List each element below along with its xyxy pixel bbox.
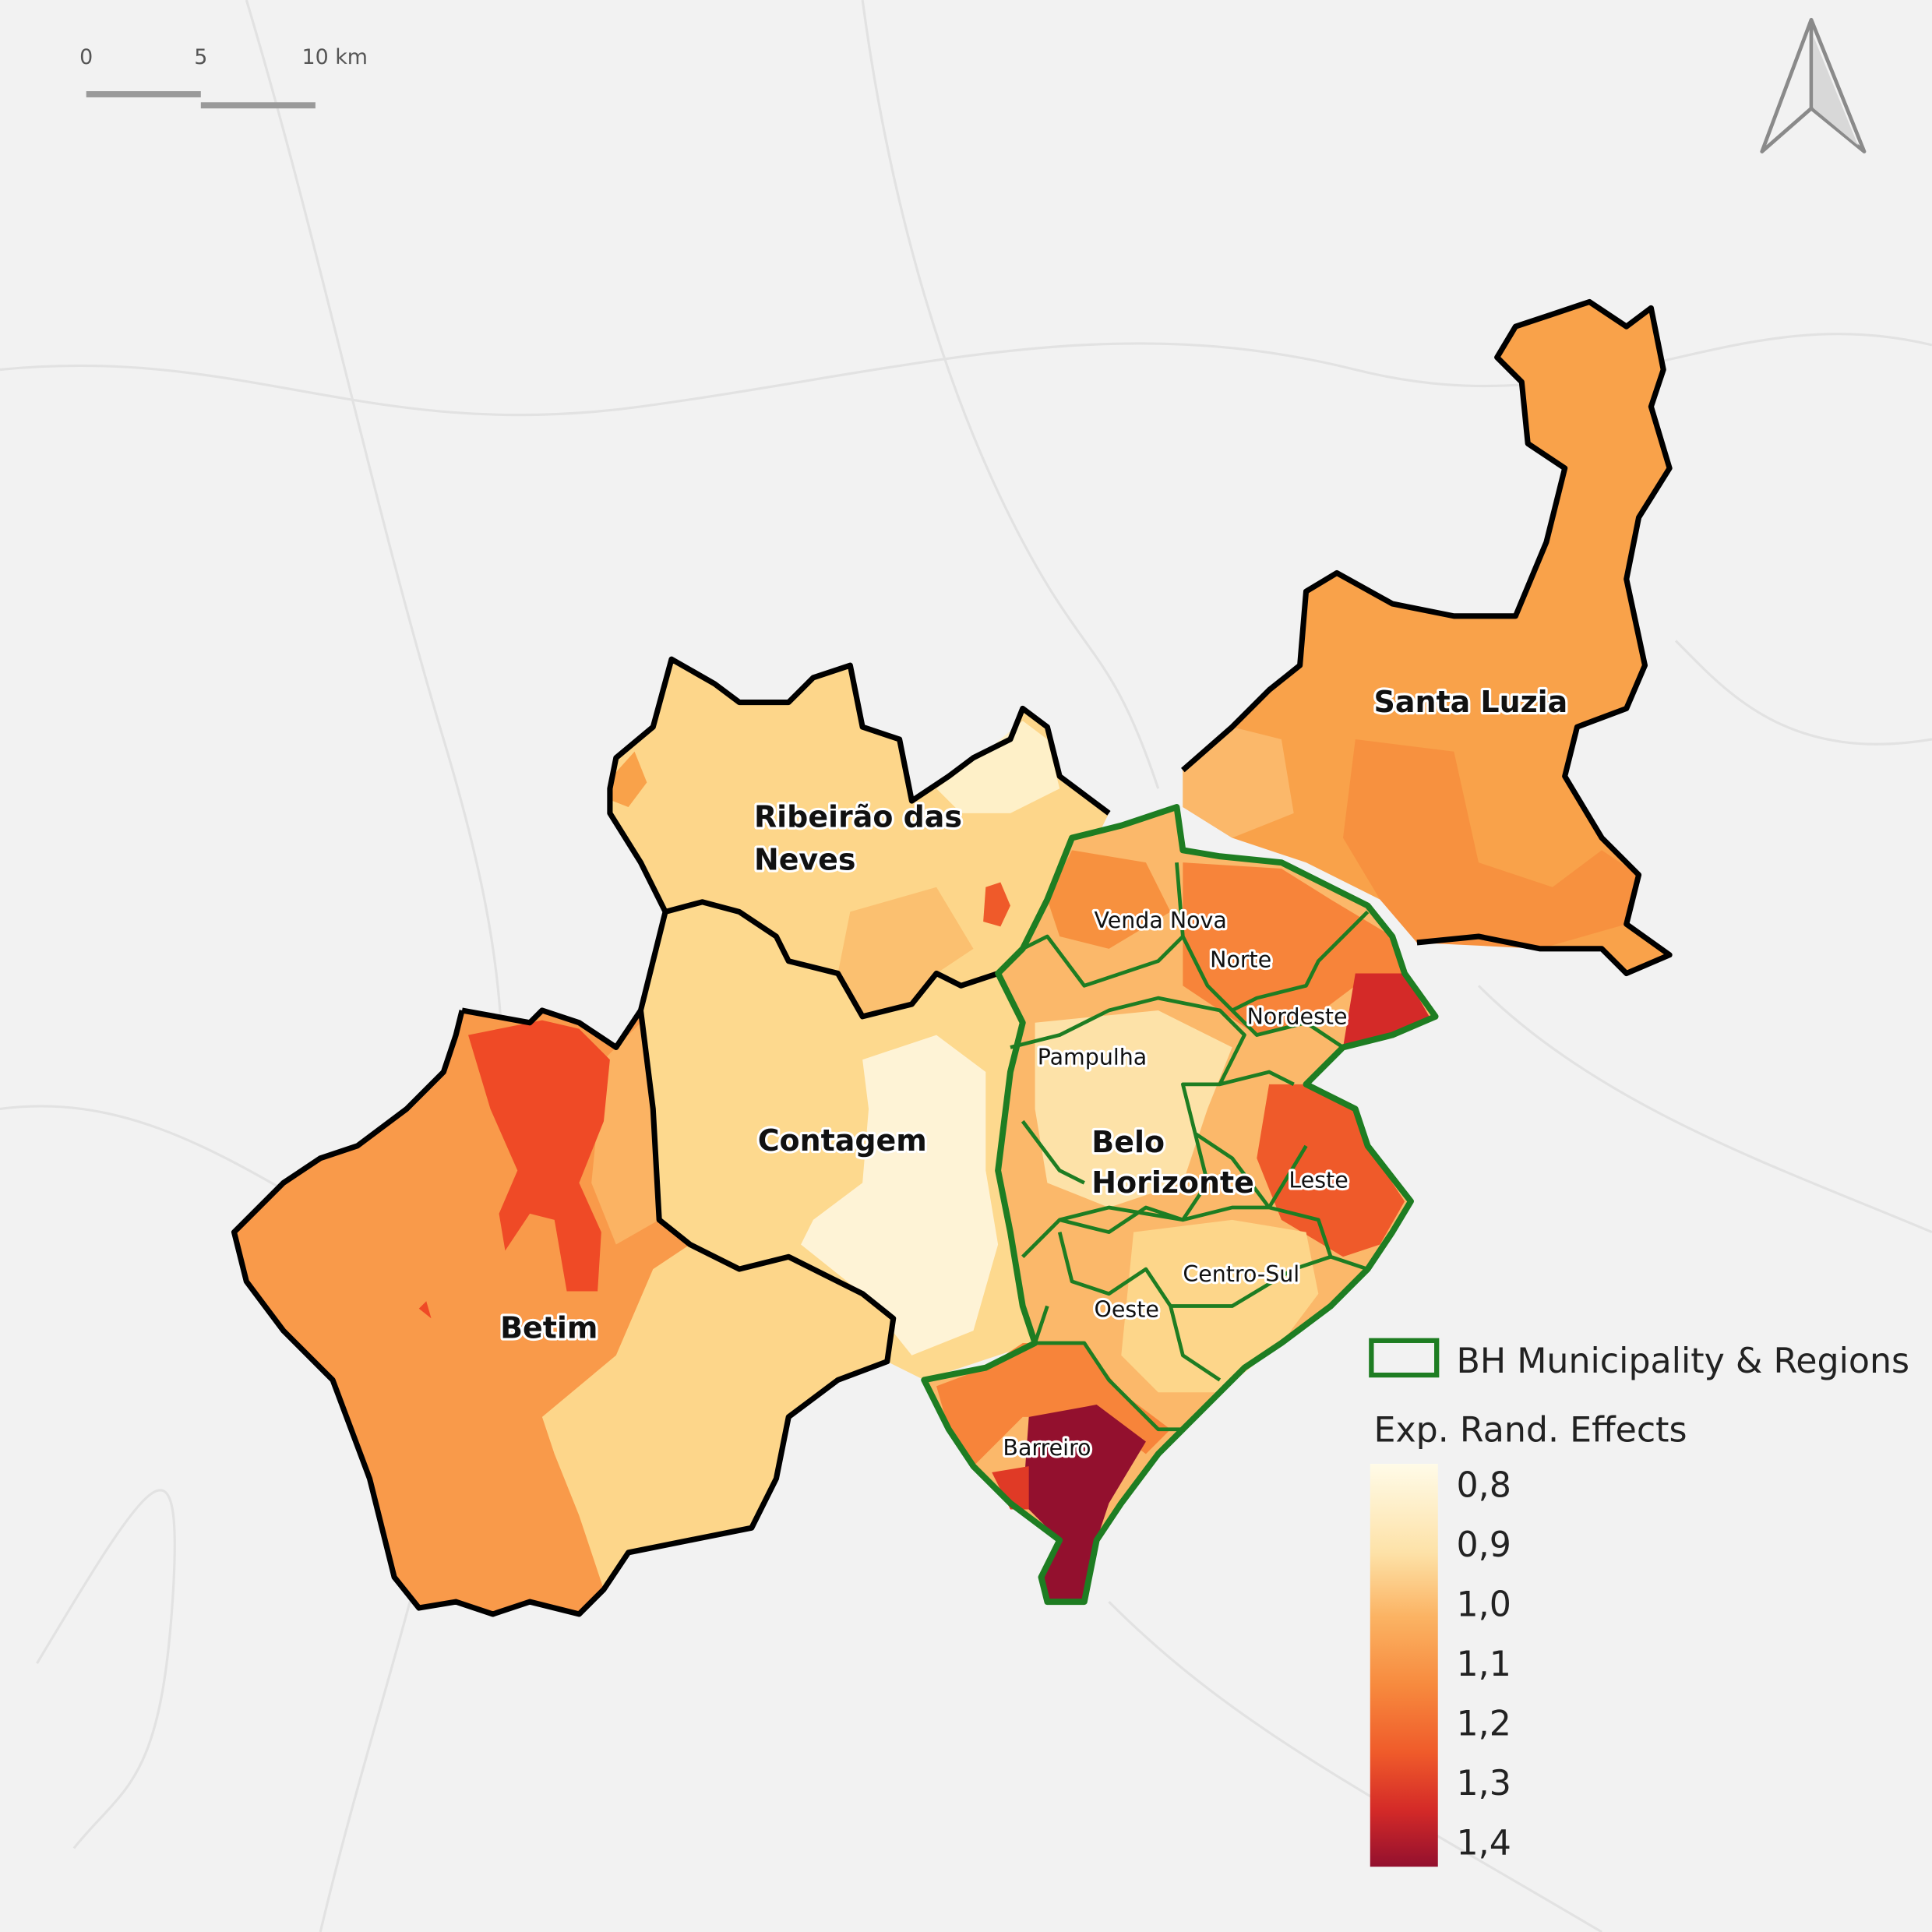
municipality-label: Betim: [500, 1311, 598, 1345]
bh-patch: [936, 1342, 1171, 1467]
scale-segment: [86, 91, 201, 97]
bh-region-borders: [1010, 862, 1370, 1432]
bh-patch: [1342, 973, 1430, 1048]
region-label: Barreiro: [1003, 1435, 1091, 1461]
municipality-label: Ribeirão das: [754, 799, 962, 834]
region-label: Leste: [1289, 1168, 1348, 1193]
region-label: Centro-Sul: [1183, 1261, 1299, 1287]
legend: BH Municipality & Regions Exp. Rand. Eff…: [1369, 1338, 1909, 1867]
ribeirao-patch: [936, 721, 1060, 813]
scale-label: 10 km: [302, 45, 368, 69]
santa-luzia-patch: [1342, 739, 1639, 949]
betim-patch: [468, 1020, 610, 1292]
scale-segment: [200, 102, 316, 109]
municipality-label: Contagem: [758, 1123, 927, 1158]
municipality-label: Belo: [1091, 1125, 1165, 1159]
betim-patch: [591, 1022, 660, 1245]
scale-label: 0: [79, 45, 93, 69]
legend-label: BH Municipality & Regions: [1456, 1341, 1909, 1381]
ribeirao-patch: [612, 751, 647, 807]
municipality-label: Horizonte: [1091, 1165, 1254, 1200]
municipality-label: Santa Luzia: [1374, 685, 1568, 719]
region-label: Oeste: [1094, 1297, 1158, 1323]
legend-tick-label: 1,0: [1456, 1585, 1511, 1625]
municipality-label: Neves: [754, 843, 856, 877]
bh-patch: [1047, 850, 1171, 949]
region-label: Venda Nova: [1094, 908, 1226, 933]
legend-title: Exp. Rand. Effects: [1374, 1411, 1687, 1451]
barreiro-patch: [992, 1466, 1029, 1510]
legend-outline-swatch: [1369, 1338, 1440, 1378]
legend-tick-label: 0,8: [1456, 1466, 1511, 1506]
contagem-patch: [801, 1035, 999, 1356]
santa-luzia-patch: [1183, 727, 1294, 838]
ribeirao-area: [609, 659, 1109, 1017]
color-bar: [1370, 1463, 1438, 1867]
santa-luzia-outline: [1181, 298, 1673, 977]
scale-bar: 0 5 10 km: [79, 45, 368, 109]
region-label: Nordeste: [1247, 1003, 1348, 1029]
legend-tick-label: 1,4: [1456, 1823, 1511, 1863]
santa-luzia-area: [1183, 301, 1670, 974]
belo-horizonte-outline: [921, 804, 1439, 1606]
legend-tick-label: 0,9: [1456, 1525, 1511, 1565]
legend-tick-label: 1,2: [1456, 1704, 1511, 1743]
legend-tick-label: 1,3: [1456, 1764, 1511, 1803]
legend-tick-label: 1,1: [1456, 1645, 1511, 1684]
ribeirao-patch: [983, 882, 1010, 927]
betim-patch: [541, 1244, 894, 1590]
ribeirao-patch: [837, 887, 974, 1017]
betim-patch: [418, 1301, 432, 1319]
bh-patch: [1183, 862, 1405, 1035]
bh-patch: [1035, 1010, 1232, 1208]
region-label: Pampulha: [1038, 1045, 1148, 1070]
betim-outline: [231, 656, 1111, 1617]
scale-label: 5: [194, 45, 207, 69]
region-label: Norte: [1210, 947, 1271, 973]
